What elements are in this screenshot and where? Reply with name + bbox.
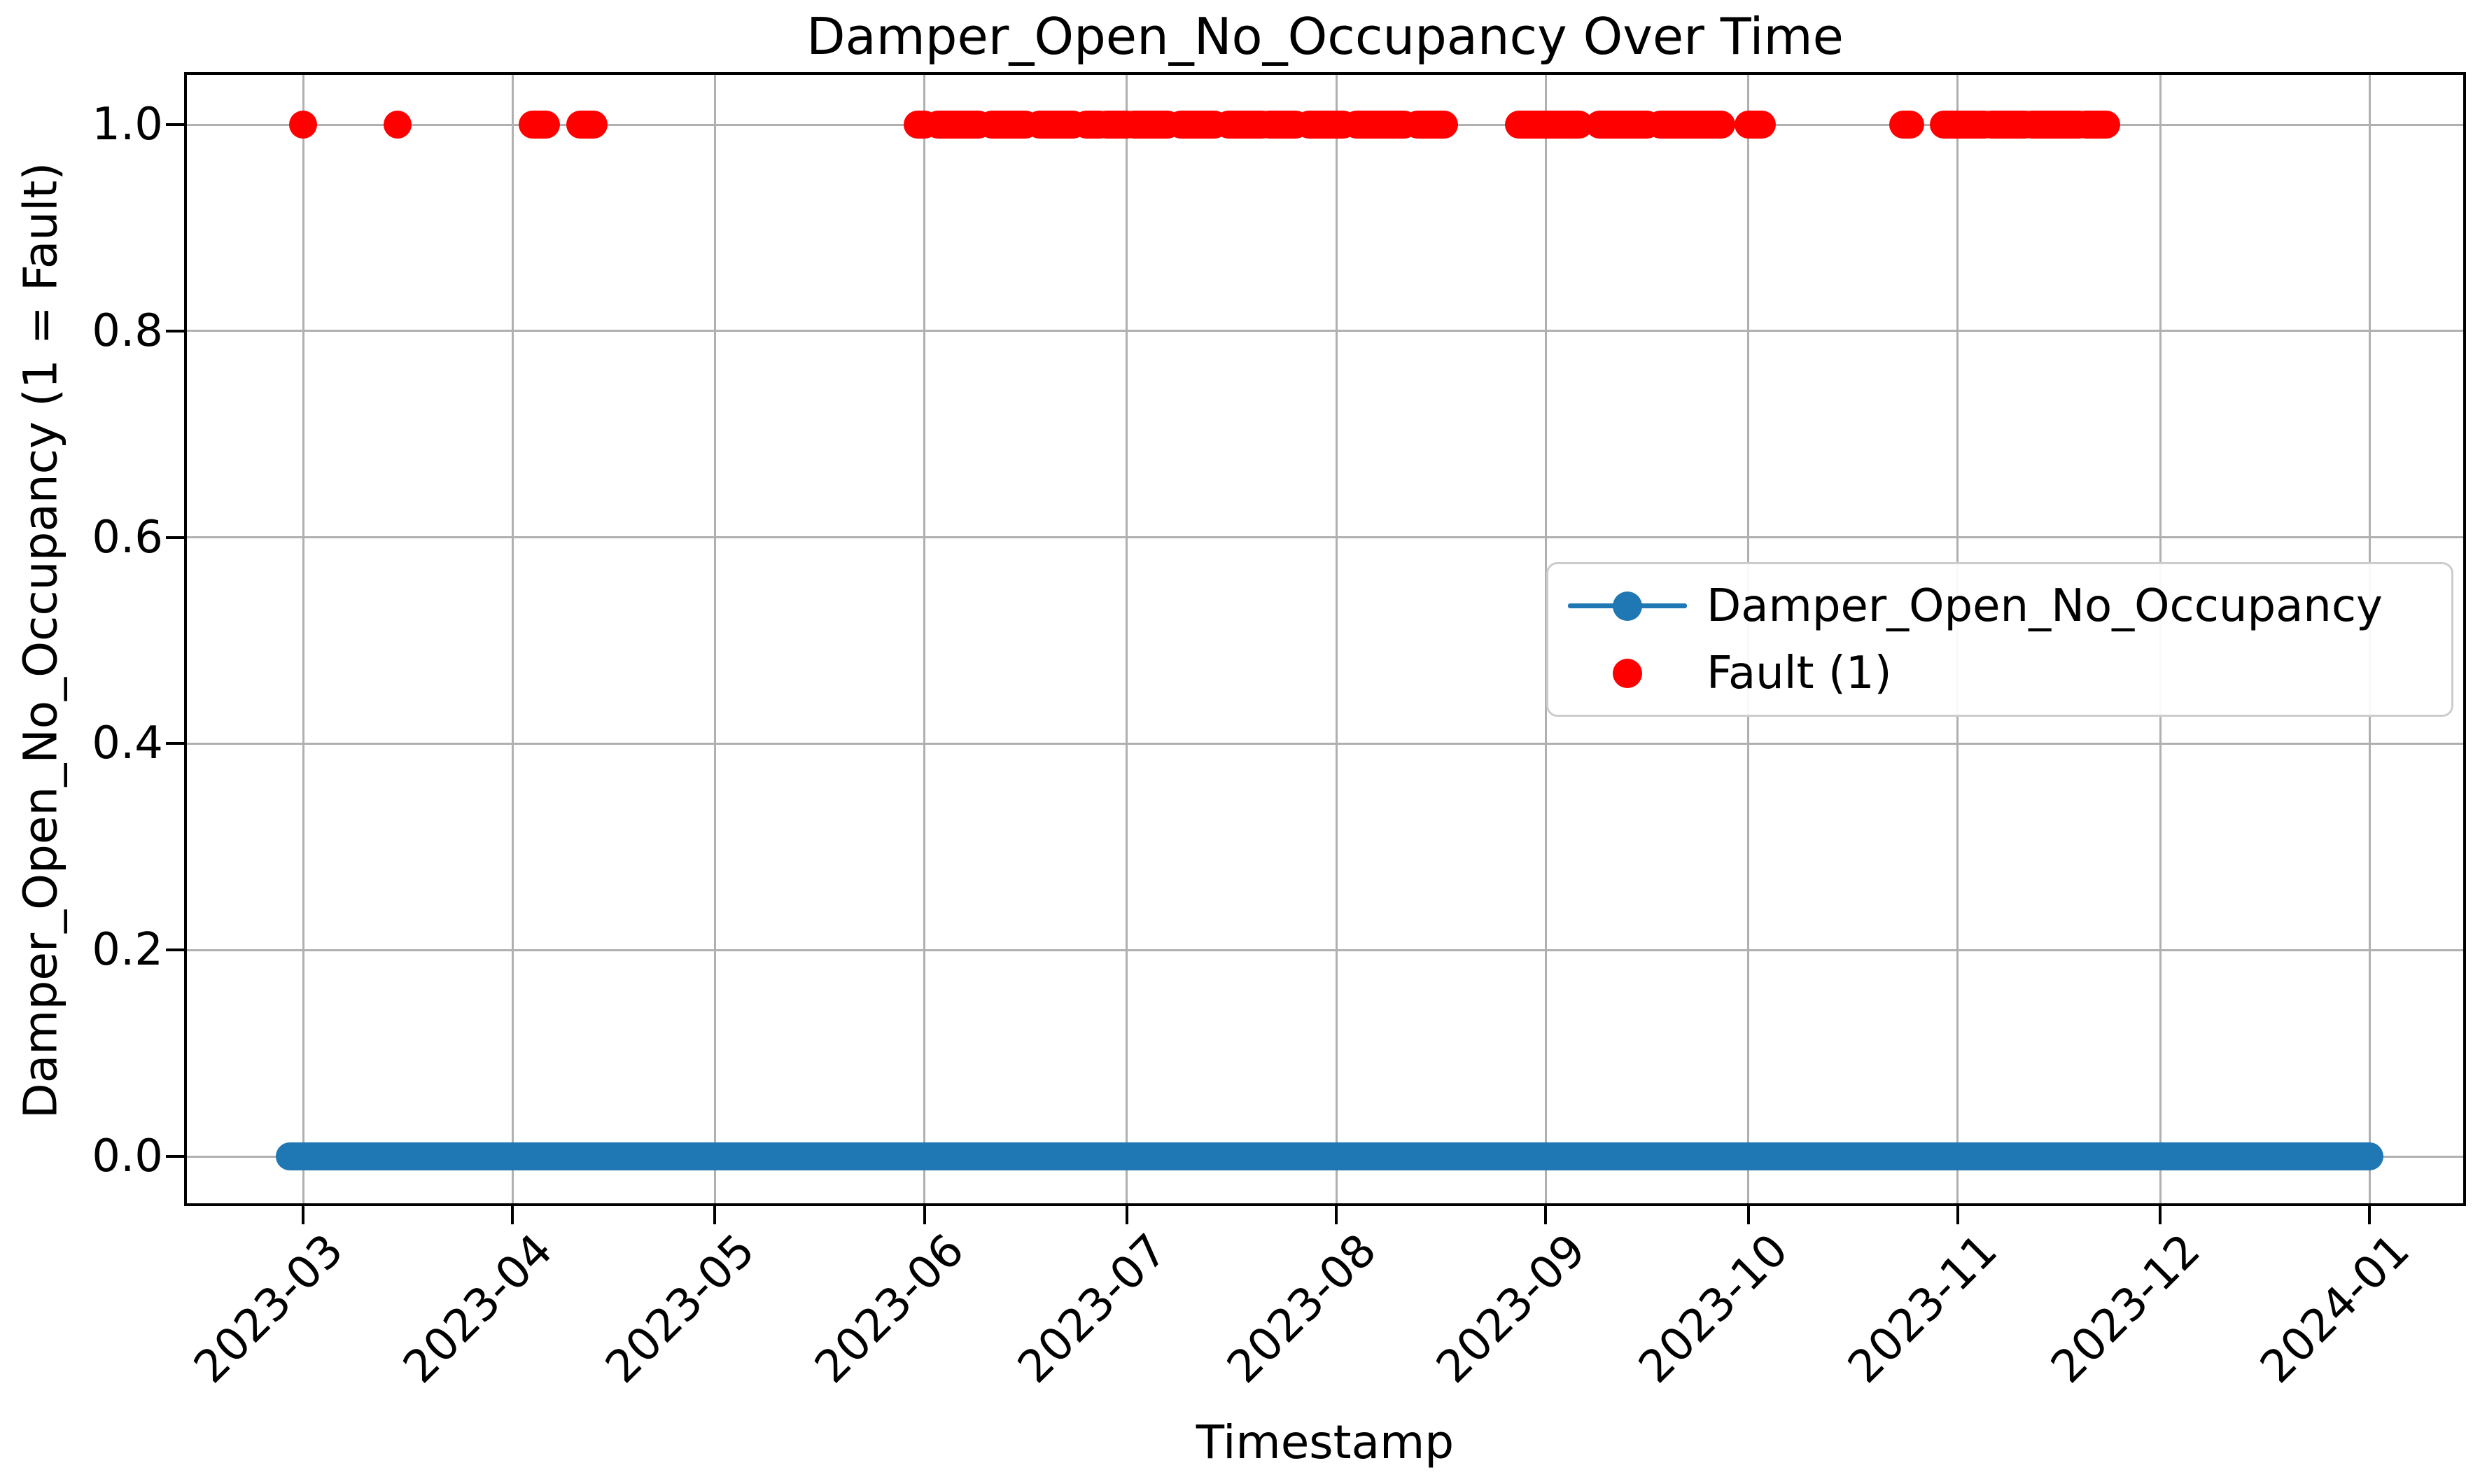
x-tick (2159, 1206, 2162, 1224)
fault-segment (1504, 111, 1594, 139)
y-tick-label: 0.8 (92, 304, 163, 357)
x-tick (713, 1206, 717, 1224)
y-tick (166, 329, 184, 332)
fault-segment (519, 111, 561, 139)
fault-segment (384, 111, 412, 139)
x-tick (511, 1206, 514, 1224)
x-tick-label: 2023-05 (596, 1224, 765, 1394)
legend-item-damper: Damper_Open_No_Occupancy (1548, 573, 2451, 640)
y-tick-label: 0.2 (92, 924, 163, 976)
y-tick (166, 123, 184, 126)
y-tick-label: 0.6 (92, 511, 163, 564)
x-tick-label: 2023-09 (1427, 1224, 1596, 1394)
legend: Damper_Open_No_Occupancy Fault (1) (1546, 562, 2453, 717)
y-tick (166, 536, 184, 539)
x-tick (1335, 1206, 1338, 1224)
x-tick (1956, 1206, 1959, 1224)
y-tick-label: 1.0 (92, 99, 163, 150)
fault-segment (1646, 111, 1735, 139)
legend-label-damper: Damper_Open_No_Occupancy (1707, 580, 2383, 632)
x-tick-label: 2023-11 (1838, 1224, 2008, 1394)
fault-segment (1734, 111, 1776, 139)
v-gridline (1335, 75, 1338, 1203)
y-tick (166, 948, 184, 952)
y-tick-label: 0.0 (92, 1130, 163, 1182)
x-tick-label: 2023-03 (184, 1224, 353, 1394)
legend-label-fault: Fault (1) (1707, 647, 1892, 699)
x-axis-label: Timestamp (1196, 1415, 1455, 1469)
legend-item-fault: Fault (1) (1548, 640, 2451, 707)
y-tick (166, 742, 184, 746)
legend-dot-icon (1548, 658, 1707, 688)
v-gridline (511, 75, 514, 1203)
x-tick-label: 2023-04 (393, 1224, 563, 1394)
v-gridline (302, 75, 304, 1203)
h-gridline (187, 330, 2463, 332)
legend-line-with-dot-icon (1548, 591, 1707, 621)
x-tick (302, 1206, 304, 1224)
x-tick-label: 2023-07 (1008, 1224, 1177, 1394)
y-axis-label: Damper_Open_No_Occupancy (1 = Fault) (13, 162, 68, 1119)
fault-segment (289, 111, 317, 139)
x-tick-label: 2023-06 (805, 1224, 975, 1394)
v-gridline (923, 75, 926, 1203)
h-gridline (187, 948, 2463, 951)
x-tick (1125, 1206, 1128, 1224)
h-gridline (187, 536, 2463, 539)
series-damper-line (275, 1142, 2384, 1170)
x-tick (2368, 1206, 2372, 1224)
fault-segment (1403, 111, 1459, 139)
chart-title: Damper_Open_No_Occupancy Over Time (806, 7, 1844, 66)
v-gridline (713, 75, 716, 1203)
fault-segment (2071, 111, 2120, 139)
x-tick (1746, 1206, 1750, 1224)
x-tick (923, 1206, 926, 1224)
v-gridline (1544, 75, 1547, 1203)
y-tick-label: 0.4 (92, 718, 163, 770)
x-tick-label: 2024-01 (2250, 1224, 2420, 1394)
x-tick (1544, 1206, 1548, 1224)
fault-segment (1889, 111, 1925, 139)
x-tick-label: 2023-10 (1629, 1224, 1799, 1394)
x-tick-label: 2023-12 (2041, 1224, 2211, 1394)
v-gridline (1126, 75, 1128, 1203)
fault-segment (566, 111, 608, 139)
h-gridline (187, 742, 2463, 745)
x-tick-label: 2023-08 (1217, 1224, 1387, 1394)
y-tick (166, 1155, 184, 1158)
